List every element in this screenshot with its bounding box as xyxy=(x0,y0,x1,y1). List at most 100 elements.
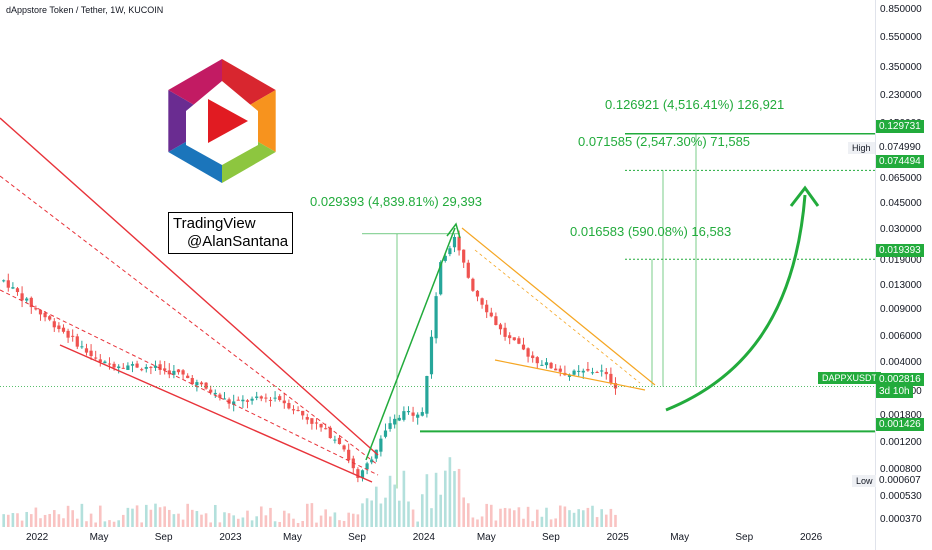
price-tick-label: 0.019000 xyxy=(880,254,922,266)
volume-bar xyxy=(549,519,553,527)
volume-bar xyxy=(333,512,337,527)
candle-body xyxy=(71,335,75,337)
candle-body xyxy=(494,316,498,325)
volume-bar xyxy=(540,516,544,527)
volume-bar xyxy=(181,519,185,527)
candle-body xyxy=(475,290,480,297)
projection-arrowhead xyxy=(789,185,820,207)
author-watermark: TradingView @AlanSantana xyxy=(168,212,294,254)
volume-bar xyxy=(604,514,608,527)
volume-bar xyxy=(342,520,346,527)
volume-bar xyxy=(112,521,116,527)
volume-bar xyxy=(269,507,272,527)
time-tick-label: Sep xyxy=(542,532,560,543)
volume-bar xyxy=(531,521,534,527)
candle-body xyxy=(186,375,190,379)
volume-bar xyxy=(379,503,383,527)
volume-bar xyxy=(485,503,488,527)
projection-arrow xyxy=(665,194,807,412)
candle-body xyxy=(245,400,250,402)
time-tick-label: 2022 xyxy=(26,532,49,543)
candle-body xyxy=(117,366,121,368)
volume-bar xyxy=(16,513,19,527)
price-axis[interactable] xyxy=(875,0,932,550)
candle-body xyxy=(213,392,217,395)
annotation-rally: 0.029393 (4,839.81%) 29,393 xyxy=(310,194,483,209)
candle-body xyxy=(204,382,208,389)
volume-bar xyxy=(586,507,590,527)
volume-bar xyxy=(39,518,42,527)
candle-body xyxy=(577,370,581,372)
candle-body xyxy=(103,361,107,364)
time-tick-label: May xyxy=(282,532,302,543)
volume-bar xyxy=(223,512,226,527)
candle-body xyxy=(236,399,240,401)
volume-bar xyxy=(430,508,433,527)
time-tick-label: 2023 xyxy=(219,532,242,543)
price-tick-label: 0.004000 xyxy=(880,357,922,369)
candle-body xyxy=(126,365,130,370)
price-tick-label: 0.001200 xyxy=(880,436,922,448)
volume-bar xyxy=(103,521,107,527)
candle-body xyxy=(61,327,66,332)
candle-body xyxy=(158,364,162,370)
candle-body xyxy=(434,296,438,339)
candle-body xyxy=(425,376,429,414)
volume-bar xyxy=(305,503,309,527)
logo-play-icon xyxy=(208,99,248,143)
target1-badge: 0.129731 xyxy=(876,120,924,133)
candle-body xyxy=(503,327,507,337)
volume-bar xyxy=(420,494,424,527)
rally-line xyxy=(365,227,456,461)
volume-bar xyxy=(209,522,212,527)
volume-bar xyxy=(25,511,28,527)
volume-bar xyxy=(489,504,493,527)
candle-body xyxy=(457,236,461,251)
volume-bar xyxy=(600,509,603,527)
candle-body xyxy=(590,372,595,374)
price-tick-label: 0.230000 xyxy=(880,90,922,102)
candle-body xyxy=(319,424,323,428)
volume-bar xyxy=(273,521,277,527)
price-tick-label: 0.000530 xyxy=(880,490,922,502)
candle-body xyxy=(356,469,360,478)
volume-bar xyxy=(448,457,452,527)
volume-bar xyxy=(558,505,562,527)
annotation-target1: 0.126921 (4,516.41%) 126,921 xyxy=(605,97,785,112)
volume-bar xyxy=(522,518,525,527)
target2-badge: 0.074494 xyxy=(876,155,924,168)
candle-body xyxy=(558,368,562,372)
time-tick-label: May xyxy=(476,532,496,543)
volume-bar xyxy=(227,513,231,527)
candle-body xyxy=(296,410,300,412)
wedge-lower xyxy=(494,359,646,391)
volume-bar xyxy=(402,470,406,527)
candle-body xyxy=(581,370,585,373)
volume-bar xyxy=(388,475,392,527)
volume-bar xyxy=(75,518,79,527)
volume-bar xyxy=(167,509,171,527)
volume-bar xyxy=(494,520,498,527)
volume-bar xyxy=(140,522,143,527)
candle-body xyxy=(11,287,15,289)
volume-bar xyxy=(149,509,153,527)
candle-body xyxy=(75,336,79,347)
candle-body xyxy=(360,470,365,479)
volume-bar xyxy=(439,494,442,527)
candle-body xyxy=(255,396,259,398)
price-tick-label: 0.000800 xyxy=(880,463,922,475)
annotation-target2: 0.071585 (2,547.30%) 71,585 xyxy=(578,134,751,149)
volume-bar xyxy=(411,509,415,527)
candle-body xyxy=(567,374,572,377)
volume-bar xyxy=(457,468,461,527)
candle-body xyxy=(149,366,153,368)
candles xyxy=(2,230,618,483)
candle-body xyxy=(144,367,148,369)
candle-body xyxy=(301,410,305,416)
channel-upper xyxy=(0,117,379,456)
volume-bar xyxy=(361,503,364,527)
candle-body xyxy=(84,348,89,353)
candle-body xyxy=(462,249,466,263)
high-badge: 0.074990 xyxy=(876,141,924,154)
